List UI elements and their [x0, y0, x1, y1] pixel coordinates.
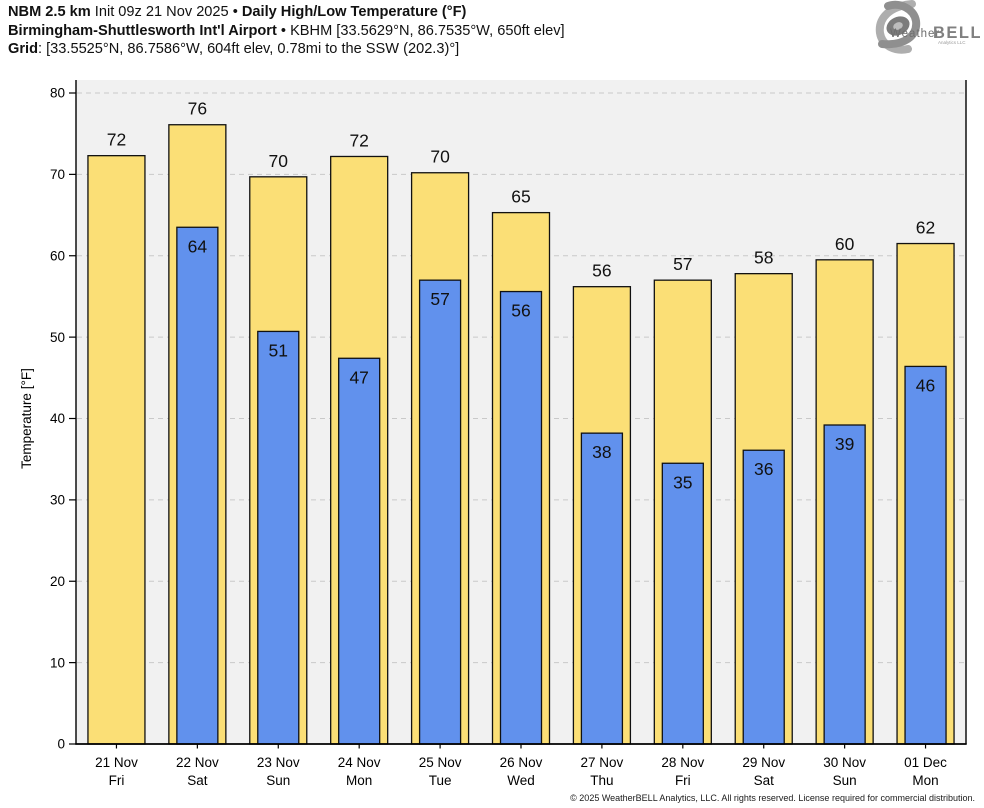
low-value-label: 56 — [511, 301, 530, 321]
low-bar — [257, 330, 300, 745]
x-tick-day-label: Fri — [109, 773, 125, 788]
logo-text-bell: BELL — [933, 24, 980, 42]
weatherbell-logo: Weather BELL Analytics LLC — [875, 0, 980, 54]
page-title: Daily High/Low Temperature (°F) — [241, 4, 467, 20]
high-value-label: 57 — [673, 254, 692, 274]
low-bar — [176, 226, 219, 745]
low-value-label: 36 — [754, 459, 773, 479]
high-value-label: 72 — [349, 130, 368, 150]
x-tick-day-label: Wed — [507, 773, 535, 788]
x-tick-day-label: Tue — [429, 773, 452, 788]
x-tick-date-label: 29 Nov — [742, 755, 785, 770]
x-tick-day-label: Fri — [675, 773, 691, 788]
high-value-label: 62 — [916, 218, 935, 238]
low-value-label: 35 — [673, 472, 692, 492]
header-line-1: NBM 2.5 km Init 09z 21 Nov 2025 • Daily … — [8, 3, 565, 22]
low-value-label: 64 — [188, 236, 208, 256]
grid-label: Grid — [8, 41, 38, 57]
x-tick-day-label: Sat — [754, 773, 775, 788]
y-tick-label: 70 — [50, 167, 65, 182]
x-tick-date-label: 21 Nov — [95, 755, 138, 770]
y-tick-label: 10 — [50, 655, 65, 670]
init-time: Init 09z 21 Nov 2025 • — [90, 4, 242, 20]
low-value-label: 51 — [269, 340, 288, 360]
y-tick-label: 80 — [50, 86, 65, 101]
y-tick-label: 20 — [50, 574, 65, 589]
x-tick-day-label: Sun — [266, 773, 290, 788]
low-bar — [904, 365, 947, 745]
y-tick-label: 40 — [50, 411, 65, 426]
y-axis-title: Temperature [°F] — [19, 368, 34, 469]
grid-details: : [33.5525°N, 86.7586°W, 604ft elev, 0.7… — [38, 41, 460, 57]
y-tick-label: 30 — [50, 493, 65, 508]
x-tick-date-label: 25 Nov — [419, 755, 462, 770]
high-bar — [87, 155, 146, 745]
high-value-label: 60 — [835, 234, 855, 254]
low-bar — [580, 432, 624, 745]
y-tick-label: 50 — [50, 330, 65, 345]
low-bar — [418, 279, 462, 745]
low-bar — [338, 357, 381, 745]
model-name: NBM 2.5 km — [8, 4, 91, 20]
low-value-label: 46 — [916, 375, 935, 395]
low-value-label: 39 — [835, 434, 854, 454]
high-value-label: 65 — [511, 187, 530, 207]
copyright-notice: © 2025 WeatherBELL Analytics, LLC. All r… — [570, 793, 975, 803]
station-name: Birmingham-Shuttlesworth Int'l Airport — [8, 22, 277, 39]
low-bar — [823, 424, 866, 745]
x-tick-date-label: 26 Nov — [500, 755, 543, 770]
high-value-label: 70 — [269, 151, 289, 171]
x-tick-date-label: 27 Nov — [581, 755, 624, 770]
y-tick-label: 60 — [50, 248, 65, 263]
header-line-2: Birmingham-Shuttlesworth Int'l Airport •… — [8, 22, 565, 41]
low-value-label: 38 — [592, 442, 611, 462]
low-value-label: 57 — [430, 289, 449, 309]
low-value-label: 47 — [349, 367, 368, 387]
low-bar — [742, 449, 785, 745]
x-tick-date-label: 24 Nov — [338, 755, 381, 770]
header-line-3: Grid: [33.5525°N, 86.7586°W, 604ft elev,… — [8, 40, 565, 59]
high-value-label: 58 — [754, 248, 773, 268]
y-tick-label: 0 — [57, 737, 65, 752]
x-tick-day-label: Sun — [833, 773, 857, 788]
logo-text-weather: Weather — [890, 28, 940, 40]
low-bar — [499, 290, 543, 745]
high-value-label: 70 — [430, 147, 450, 167]
high-value-label: 56 — [592, 261, 611, 281]
x-tick-date-label: 01 Dec — [904, 755, 947, 770]
hurricane-spiral-icon — [875, 0, 921, 54]
x-tick-date-label: 28 Nov — [661, 755, 704, 770]
high-value-label: 72 — [107, 130, 126, 150]
logo-text-analytics: Analytics LLC — [938, 40, 966, 45]
x-tick-day-label: Sat — [187, 773, 208, 788]
low-bar — [661, 462, 704, 745]
high-value-label: 76 — [188, 99, 207, 119]
x-tick-date-label: 23 Nov — [257, 755, 300, 770]
x-tick-day-label: Mon — [346, 773, 372, 788]
x-tick-date-label: 22 Nov — [176, 755, 219, 770]
x-tick-day-label: Thu — [590, 773, 613, 788]
x-tick-day-label: Mon — [912, 773, 938, 788]
chart-header: NBM 2.5 km Init 09z 21 Nov 2025 • Daily … — [8, 3, 565, 59]
x-tick-date-label: 30 Nov — [823, 755, 866, 770]
separator-dot: • — [276, 22, 291, 39]
station-details: KBHM [33.5629°N, 86.7535°W, 650ft elev] — [290, 22, 565, 39]
